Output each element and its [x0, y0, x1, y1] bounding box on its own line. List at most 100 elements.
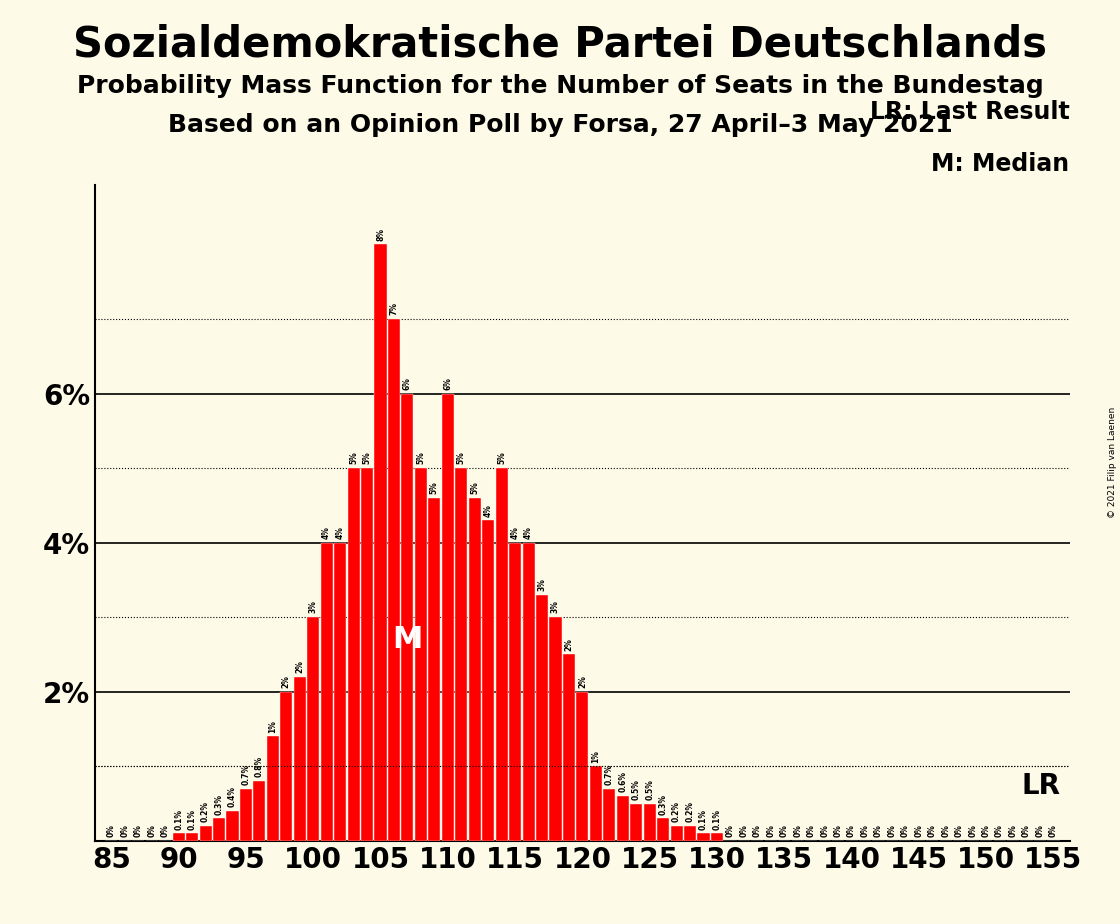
Text: 8%: 8% [376, 227, 385, 241]
Bar [644, 804, 655, 841]
Text: 2%: 2% [282, 675, 291, 688]
Bar [684, 826, 697, 841]
Text: © 2021 Filip van Laenen: © 2021 Filip van Laenen [1108, 407, 1117, 517]
Text: 6%: 6% [403, 377, 412, 390]
Text: Sozialdemokratische Partei Deutschlands: Sozialdemokratische Partei Deutschlands [73, 23, 1047, 65]
Text: 0.7%: 0.7% [605, 764, 614, 784]
Text: 0%: 0% [927, 824, 936, 837]
Text: 0.6%: 0.6% [618, 772, 627, 793]
Text: 0%: 0% [968, 824, 977, 837]
Bar [226, 811, 239, 841]
Text: 0%: 0% [820, 824, 829, 837]
Text: LR: LR [1021, 772, 1061, 800]
Text: 0.5%: 0.5% [645, 779, 654, 800]
Bar [711, 833, 724, 841]
Text: 0%: 0% [954, 824, 963, 837]
Bar [617, 796, 628, 841]
Bar [320, 542, 333, 841]
Bar [577, 692, 588, 841]
Text: Based on an Opinion Poll by Forsa, 27 April–3 May 2021: Based on an Opinion Poll by Forsa, 27 Ap… [168, 113, 952, 137]
Text: 0%: 0% [160, 824, 170, 837]
Bar [240, 789, 252, 841]
Text: 0%: 0% [941, 824, 950, 837]
Text: 0.5%: 0.5% [632, 779, 641, 800]
Bar [604, 789, 615, 841]
Bar [307, 617, 319, 841]
Text: 0%: 0% [914, 824, 923, 837]
Text: 0.2%: 0.2% [672, 801, 681, 822]
Text: 0.7%: 0.7% [242, 764, 251, 784]
Text: 0%: 0% [995, 824, 1005, 837]
Text: 0%: 0% [133, 824, 142, 837]
Bar [414, 468, 427, 841]
Text: 0.4%: 0.4% [228, 786, 237, 808]
Text: 0%: 0% [981, 824, 991, 837]
Text: 0.2%: 0.2% [202, 801, 211, 822]
Text: M: M [392, 625, 422, 654]
Bar [186, 833, 198, 841]
Text: 0%: 0% [1009, 824, 1018, 837]
Text: 0%: 0% [726, 824, 735, 837]
Bar [361, 468, 373, 841]
Text: 2%: 2% [578, 675, 587, 688]
Text: 7%: 7% [390, 302, 399, 315]
Text: 0.8%: 0.8% [255, 757, 264, 777]
Text: 0%: 0% [887, 824, 896, 837]
Bar [334, 542, 346, 841]
Text: 4%: 4% [524, 526, 533, 539]
Text: 4%: 4% [511, 526, 520, 539]
Text: 0%: 0% [766, 824, 775, 837]
Text: 0.1%: 0.1% [699, 808, 708, 830]
Text: 0%: 0% [847, 824, 856, 837]
Bar [523, 542, 534, 841]
Text: 5%: 5% [457, 452, 466, 465]
Bar [590, 766, 601, 841]
Text: 0%: 0% [900, 824, 909, 837]
Text: 5%: 5% [349, 452, 358, 465]
Bar [468, 498, 480, 841]
Bar [267, 736, 279, 841]
Text: 4%: 4% [336, 526, 345, 539]
Text: 3%: 3% [538, 578, 547, 591]
Bar [441, 394, 454, 841]
Text: 4%: 4% [323, 526, 332, 539]
Bar [698, 833, 710, 841]
Bar [280, 692, 292, 841]
Text: 0.1%: 0.1% [188, 808, 197, 830]
Text: 0%: 0% [1049, 824, 1058, 837]
Text: 0.3%: 0.3% [215, 794, 224, 815]
Text: 0.1%: 0.1% [174, 808, 184, 830]
Bar [657, 819, 670, 841]
Bar [482, 520, 494, 841]
Text: 4%: 4% [484, 504, 493, 517]
Text: LR: Last Result: LR: Last Result [870, 100, 1070, 124]
Bar [293, 676, 306, 841]
Bar [671, 826, 683, 841]
Text: 2%: 2% [296, 661, 305, 673]
Text: 0.3%: 0.3% [659, 794, 668, 815]
Text: 0%: 0% [120, 824, 129, 837]
Text: 3%: 3% [309, 601, 318, 614]
Text: 0%: 0% [739, 824, 748, 837]
Bar [495, 468, 507, 841]
Bar [213, 819, 225, 841]
Text: 1%: 1% [269, 720, 278, 733]
Text: 5%: 5% [417, 452, 426, 465]
Text: 0%: 0% [860, 824, 869, 837]
Bar [563, 654, 575, 841]
Text: 0%: 0% [780, 824, 788, 837]
Bar [428, 498, 440, 841]
Text: 6%: 6% [444, 377, 452, 390]
Bar [550, 617, 561, 841]
Text: 0%: 0% [1023, 824, 1032, 837]
Text: 3%: 3% [551, 601, 560, 614]
Text: 0%: 0% [1036, 824, 1045, 837]
Text: 0%: 0% [806, 824, 815, 837]
Text: 0%: 0% [753, 824, 762, 837]
Text: 5%: 5% [497, 452, 506, 465]
Text: 0.1%: 0.1% [712, 808, 721, 830]
Bar [455, 468, 467, 841]
Bar [374, 245, 386, 841]
Bar [401, 394, 413, 841]
Text: Probability Mass Function for the Number of Seats in the Bundestag: Probability Mass Function for the Number… [76, 74, 1044, 98]
